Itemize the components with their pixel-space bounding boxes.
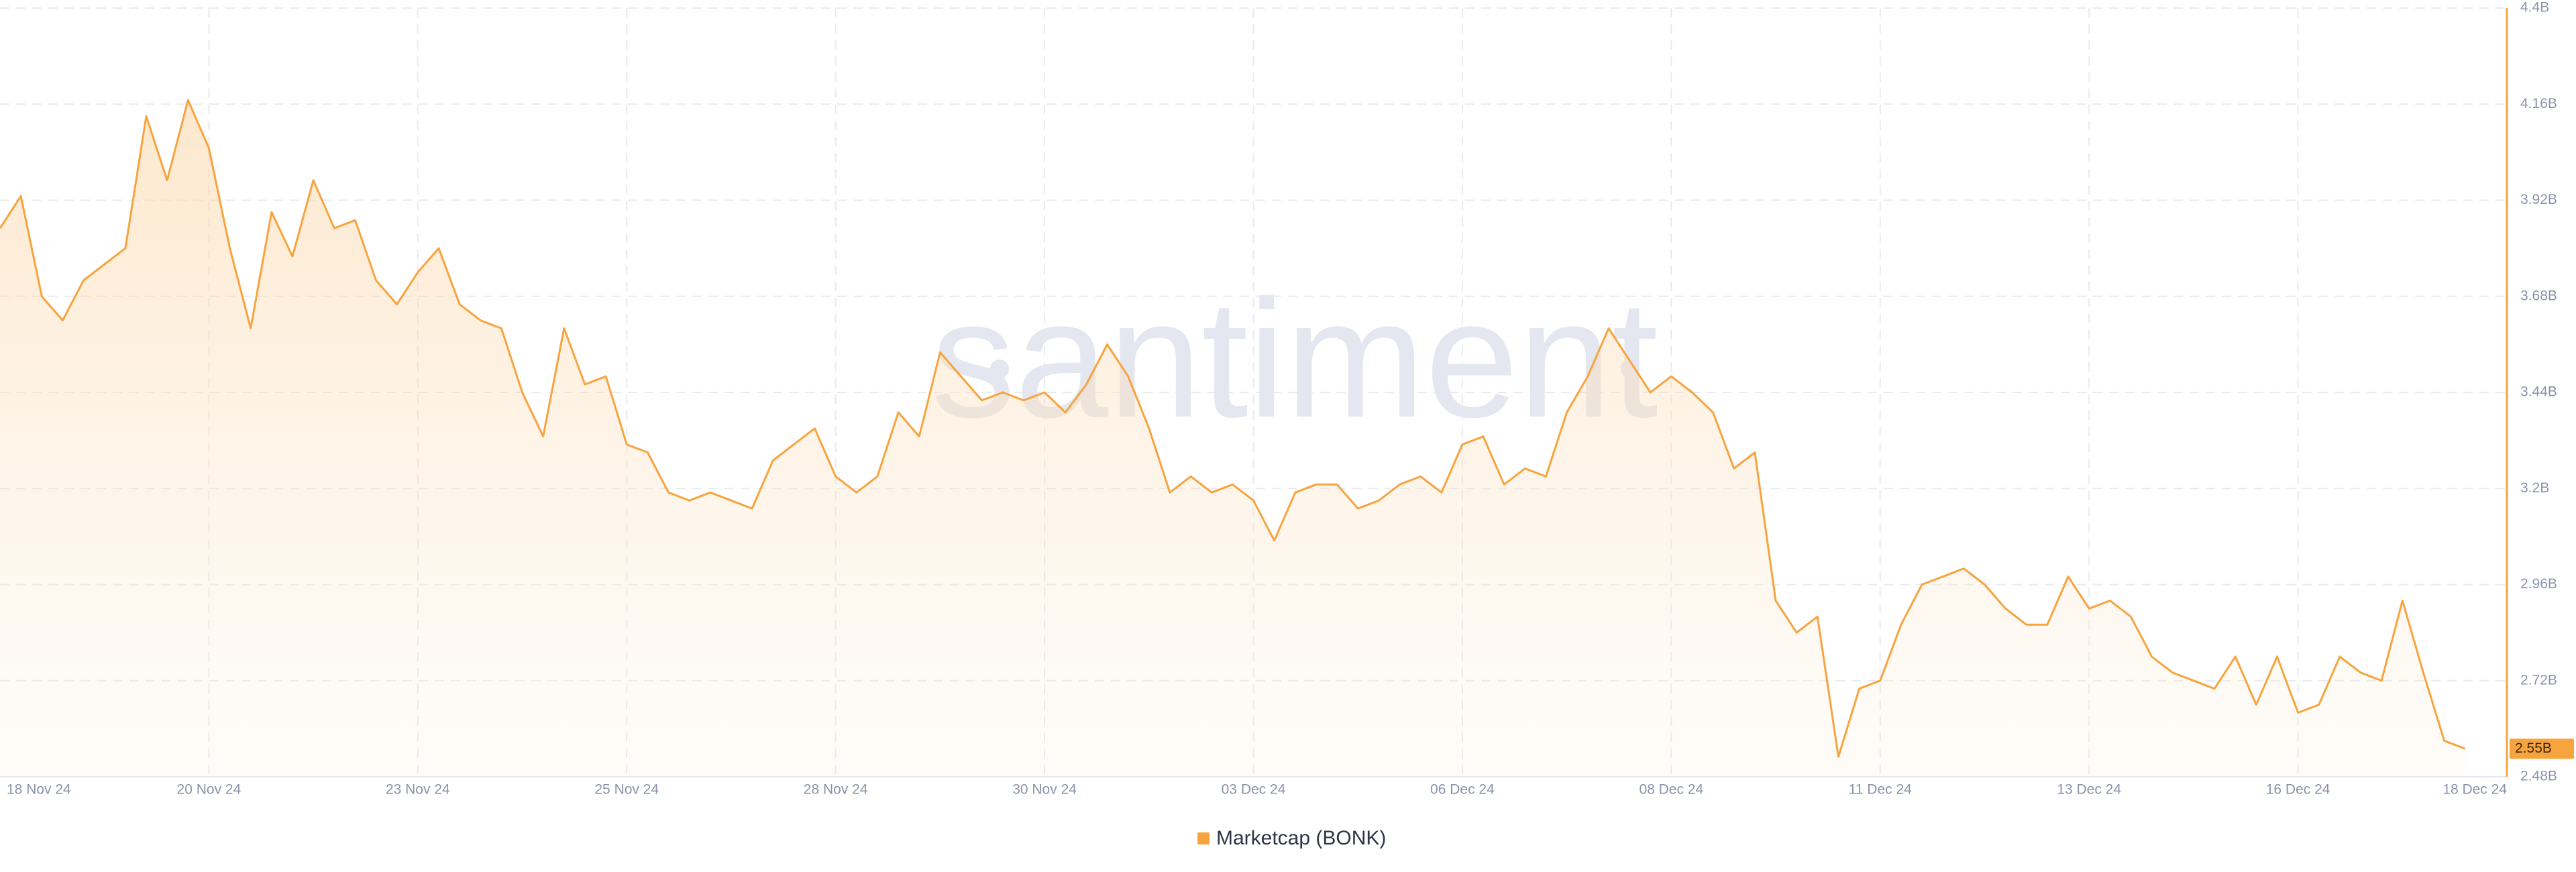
y-tick-label: 3.44B: [2520, 384, 2557, 400]
y-tick-label: 3.2B: [2520, 480, 2549, 496]
y-tick-label: 4.4B: [2520, 0, 2549, 15]
line: [0, 99, 2466, 758]
x-tick-label: 06 Dec 24: [1430, 782, 1495, 798]
y-tick-label: 2.72B: [2520, 672, 2557, 688]
y-tick-label: 2.96B: [2520, 576, 2557, 592]
x-tick-label: 11 Dec 24: [1849, 782, 1912, 798]
grid: 2.48B 2.72B 2.96B 3.2B 3.44B 3.68B 3.92B 4.16B 4…: [0, 0, 2557, 798]
x-tick-label: 28 Nov 24: [804, 782, 868, 798]
current-value-label: 2.55B: [2515, 741, 2552, 756]
x-tick-label: 20 Nov 24: [177, 782, 241, 798]
y-tick-label: 3.92B: [2520, 192, 2557, 207]
y-tick-label: 4.16B: [2520, 96, 2557, 111]
current-value-badge: [2510, 739, 2574, 759]
legend-swatch: [1197, 832, 1210, 844]
x-tick-label: 03 Dec 24: [1222, 782, 1286, 798]
x-tick-label: 18 Dec 24: [2443, 782, 2507, 798]
legend-label: Marketcap (BONK): [1216, 827, 1386, 849]
y-tick-label: 2.48B: [2520, 769, 2557, 784]
x-tick-label: 13 Dec 24: [2057, 782, 2121, 798]
x-tick-label: 18 Nov 24: [7, 782, 71, 798]
x-tick-label: 25 Nov 24: [594, 782, 659, 798]
x-tick-label: 08 Dec 24: [1639, 782, 1703, 798]
watermark-dot: [990, 360, 1009, 378]
area: [0, 100, 2465, 777]
x-tick-label: 23 Nov 24: [386, 782, 450, 798]
x-tick-label: 16 Dec 24: [2266, 782, 2330, 798]
plot: 2.55B: [0, 8, 2574, 777]
legend: Marketcap (BONK): [1197, 827, 1386, 849]
y-tick-label: 3.68B: [2520, 288, 2557, 303]
x-tick-label: 30 Nov 24: [1012, 782, 1077, 798]
